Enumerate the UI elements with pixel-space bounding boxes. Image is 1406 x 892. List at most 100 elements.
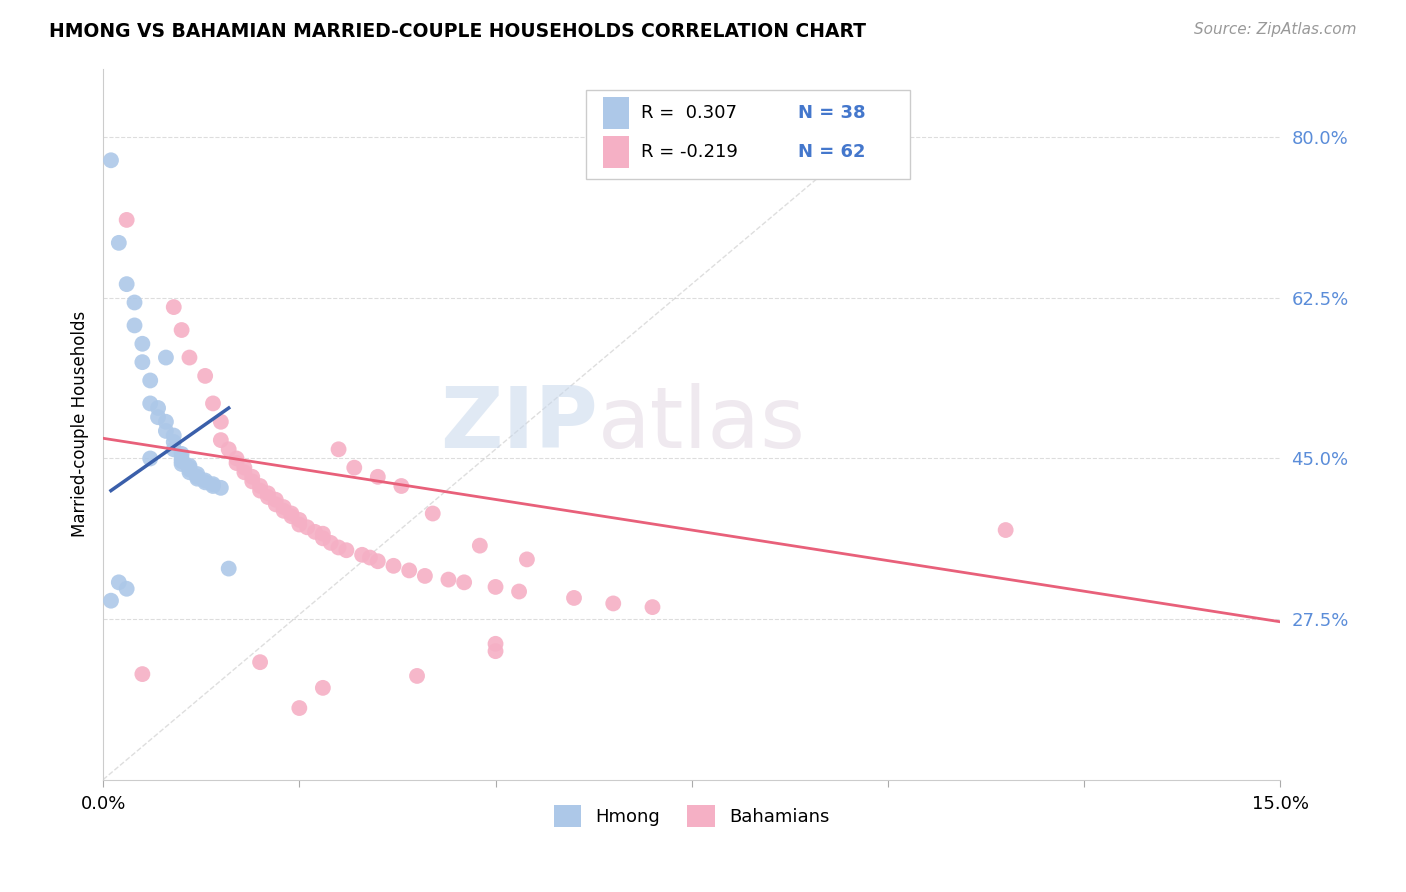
- Point: [201, 396, 224, 410]
- Point: [170, 447, 193, 461]
- Point: [249, 479, 271, 493]
- Point: [115, 213, 138, 227]
- Point: [468, 539, 491, 553]
- Point: [398, 563, 420, 577]
- Point: [209, 481, 232, 495]
- Point: [163, 442, 186, 457]
- Point: [201, 477, 224, 491]
- Point: [240, 475, 263, 489]
- Point: [319, 536, 342, 550]
- Point: [218, 442, 240, 457]
- Point: [288, 701, 311, 715]
- Point: [139, 396, 162, 410]
- Point: [641, 600, 664, 615]
- Point: [264, 497, 287, 511]
- Point: [328, 541, 350, 555]
- Point: [335, 543, 357, 558]
- Point: [209, 433, 232, 447]
- Point: [304, 524, 326, 539]
- Point: [139, 374, 162, 388]
- Point: [179, 460, 201, 475]
- Y-axis label: Married-couple Households: Married-couple Households: [72, 311, 89, 537]
- Point: [131, 355, 153, 369]
- Point: [249, 655, 271, 669]
- Point: [288, 517, 311, 532]
- Point: [201, 479, 224, 493]
- Point: [359, 550, 381, 565]
- FancyBboxPatch shape: [586, 90, 910, 178]
- Point: [516, 552, 538, 566]
- Point: [413, 569, 436, 583]
- Point: [209, 415, 232, 429]
- Point: [367, 554, 389, 568]
- Point: [179, 462, 201, 476]
- Point: [194, 368, 217, 383]
- Point: [453, 575, 475, 590]
- Point: [328, 442, 350, 457]
- Text: R = -0.219: R = -0.219: [641, 143, 738, 161]
- Point: [280, 509, 302, 524]
- Point: [115, 277, 138, 292]
- Point: [312, 531, 335, 545]
- Point: [249, 483, 271, 498]
- Point: [194, 475, 217, 490]
- Point: [312, 681, 335, 695]
- Point: [233, 460, 256, 475]
- Point: [170, 457, 193, 471]
- Point: [352, 548, 374, 562]
- Point: [312, 526, 335, 541]
- Point: [108, 575, 131, 590]
- Point: [170, 454, 193, 468]
- Point: [257, 486, 280, 500]
- Text: N = 38: N = 38: [797, 104, 865, 122]
- Point: [240, 470, 263, 484]
- Point: [179, 458, 201, 473]
- Point: [233, 465, 256, 479]
- Point: [186, 470, 208, 484]
- Point: [389, 479, 412, 493]
- Point: [484, 637, 506, 651]
- Text: Source: ZipAtlas.com: Source: ZipAtlas.com: [1194, 22, 1357, 37]
- Point: [437, 573, 460, 587]
- Text: ZIP: ZIP: [440, 383, 598, 466]
- Point: [100, 153, 122, 168]
- Point: [115, 582, 138, 596]
- Point: [562, 591, 585, 605]
- Point: [484, 580, 506, 594]
- Text: N = 62: N = 62: [797, 143, 865, 161]
- Point: [257, 490, 280, 504]
- Point: [225, 456, 247, 470]
- Point: [131, 336, 153, 351]
- Point: [131, 667, 153, 681]
- Point: [508, 584, 530, 599]
- Point: [382, 558, 405, 573]
- Point: [170, 451, 193, 466]
- Point: [602, 597, 624, 611]
- Text: atlas: atlas: [598, 383, 806, 466]
- Point: [100, 593, 122, 607]
- Point: [295, 520, 318, 534]
- Point: [163, 434, 186, 449]
- Point: [273, 500, 295, 515]
- Point: [146, 401, 169, 415]
- Point: [406, 669, 429, 683]
- Point: [194, 474, 217, 488]
- Point: [264, 492, 287, 507]
- Point: [994, 523, 1017, 537]
- Point: [124, 295, 146, 310]
- Point: [186, 472, 208, 486]
- Point: [218, 561, 240, 575]
- Point: [163, 300, 186, 314]
- Point: [163, 428, 186, 442]
- Point: [273, 504, 295, 518]
- Point: [155, 415, 177, 429]
- Point: [124, 318, 146, 333]
- Point: [155, 351, 177, 365]
- Point: [139, 451, 162, 466]
- Point: [484, 644, 506, 658]
- Point: [179, 465, 201, 479]
- Point: [179, 351, 201, 365]
- Point: [146, 410, 169, 425]
- Point: [186, 467, 208, 481]
- Point: [367, 470, 389, 484]
